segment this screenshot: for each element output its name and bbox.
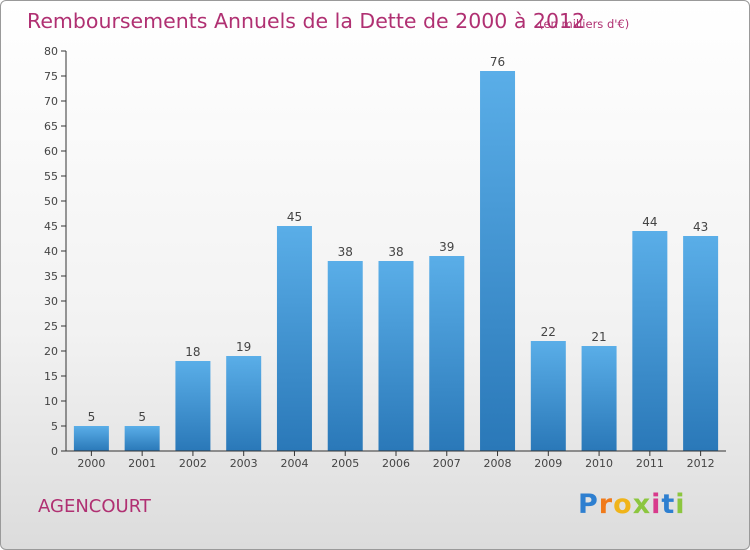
x-tick-label-2000: 2000 — [77, 457, 105, 470]
y-tick-label: 0 — [51, 445, 58, 458]
y-tick-label: 40 — [44, 245, 58, 258]
bar-2008 — [480, 71, 516, 451]
y-tick-label: 65 — [44, 120, 58, 133]
y-tick-label: 25 — [44, 320, 58, 333]
bar-2000 — [73, 426, 109, 451]
y-tick-label: 5 — [51, 420, 58, 433]
data-label-2004: 45 — [287, 210, 302, 224]
y-tick-label: 45 — [44, 220, 58, 233]
x-tick-label-2002: 2002 — [179, 457, 207, 470]
logo-letter: i — [651, 489, 662, 520]
y-tick-label: 10 — [44, 395, 58, 408]
y-tick-label: 30 — [44, 295, 58, 308]
data-label-2010: 21 — [591, 330, 606, 344]
bar-2010 — [581, 346, 617, 451]
bar-2003 — [226, 356, 262, 451]
x-tick-label-2001: 2001 — [128, 457, 156, 470]
bar-2007 — [429, 256, 465, 451]
data-label-2009: 22 — [541, 325, 556, 339]
bar-2011 — [632, 231, 668, 451]
x-tick-label-2012: 2012 — [687, 457, 715, 470]
bar-2009 — [530, 341, 566, 451]
data-label-2008: 76 — [490, 55, 505, 69]
x-tick-label-2009: 2009 — [534, 457, 562, 470]
town-name: AGENCOURT — [38, 496, 151, 517]
x-tick-label-2008: 2008 — [484, 457, 512, 470]
data-label-2006: 38 — [388, 245, 403, 259]
x-tick-label-2011: 2011 — [636, 457, 664, 470]
data-label-2011: 44 — [642, 215, 657, 229]
bar-2005 — [327, 261, 363, 451]
bar-2012 — [683, 236, 719, 451]
x-tick-label-2006: 2006 — [382, 457, 410, 470]
bar-2006 — [378, 261, 414, 451]
x-tick-label-2007: 2007 — [433, 457, 461, 470]
x-tick-label-2003: 2003 — [230, 457, 258, 470]
logo-letter: x — [632, 489, 652, 520]
data-label-2005: 38 — [338, 245, 353, 259]
y-tick-label: 75 — [44, 70, 58, 83]
data-label-2012: 43 — [693, 220, 708, 234]
y-tick-label: 55 — [44, 170, 58, 183]
bar-2001 — [124, 426, 160, 451]
data-label-2003: 19 — [236, 340, 251, 354]
bar-2002 — [175, 361, 211, 451]
data-label-2001: 5 — [138, 410, 146, 424]
data-label-2007: 39 — [439, 240, 454, 254]
chart-title: Remboursements Annuels de la Dette de 20… — [27, 9, 586, 33]
y-tick-label: 15 — [44, 370, 58, 383]
x-tick-label-2010: 2010 — [585, 457, 613, 470]
proxiti-logo: Proxiti — [578, 489, 686, 520]
logo-letter: t — [661, 489, 676, 520]
logo-letter: r — [598, 489, 614, 520]
chart-unit: (en milliers d'€) — [539, 17, 630, 31]
y-tick-label: 70 — [44, 95, 58, 108]
bar-2004 — [276, 226, 312, 451]
logo-letter: P — [578, 489, 599, 520]
y-tick-label: 20 — [44, 345, 58, 358]
logo-letter: i — [675, 489, 686, 520]
x-tick-label-2004: 2004 — [280, 457, 308, 470]
y-tick-label: 60 — [44, 145, 58, 158]
y-tick-label: 35 — [44, 270, 58, 283]
logo-letter: o — [613, 489, 633, 520]
x-tick-label-2005: 2005 — [331, 457, 359, 470]
y-tick-label: 80 — [44, 45, 58, 58]
data-label-2002: 18 — [185, 345, 200, 359]
y-tick-label: 50 — [44, 195, 58, 208]
data-label-2000: 5 — [88, 410, 96, 424]
